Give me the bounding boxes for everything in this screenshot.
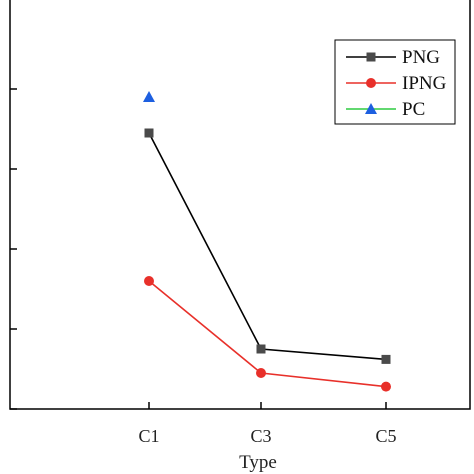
legend-items: PNG IPNG PC — [346, 47, 447, 120]
legend-marker-pc — [365, 103, 377, 114]
legend: PNG IPNG PC — [334, 39, 456, 125]
point-png-c5 — [381, 354, 391, 364]
legend-marker-ipng — [366, 78, 376, 88]
legend-label-ipng: IPNG — [402, 73, 447, 94]
x-axis-ticks: C1 C3 C5 — [138, 402, 397, 446]
x-tick-label-C3: C3 — [250, 426, 271, 446]
plot-frame — [9, 0, 471, 410]
point-png-c3 — [256, 344, 266, 354]
point-ipng-c1 — [144, 276, 154, 286]
x-tick-label-C1: C1 — [138, 426, 159, 446]
point-png-c1 — [144, 128, 154, 138]
point-ipng-c3 — [256, 368, 266, 378]
legend-marker-png — [366, 52, 376, 62]
x-tick-label-C5: C5 — [375, 426, 396, 446]
series-lines — [148, 132, 387, 388]
point-ipng-c5 — [381, 381, 391, 392]
series-markers — [143, 91, 391, 392]
y-axis-ticks — [10, 88, 17, 410]
legend-label-png: PNG — [402, 47, 440, 68]
legend-box — [334, 39, 456, 125]
point-pc-c1 — [143, 91, 155, 102]
legend-label-pc: PC — [402, 99, 425, 120]
x-axis-title: Type — [239, 452, 277, 473]
series-line-ipng — [148, 280, 387, 388]
series-line-png — [148, 132, 387, 361]
